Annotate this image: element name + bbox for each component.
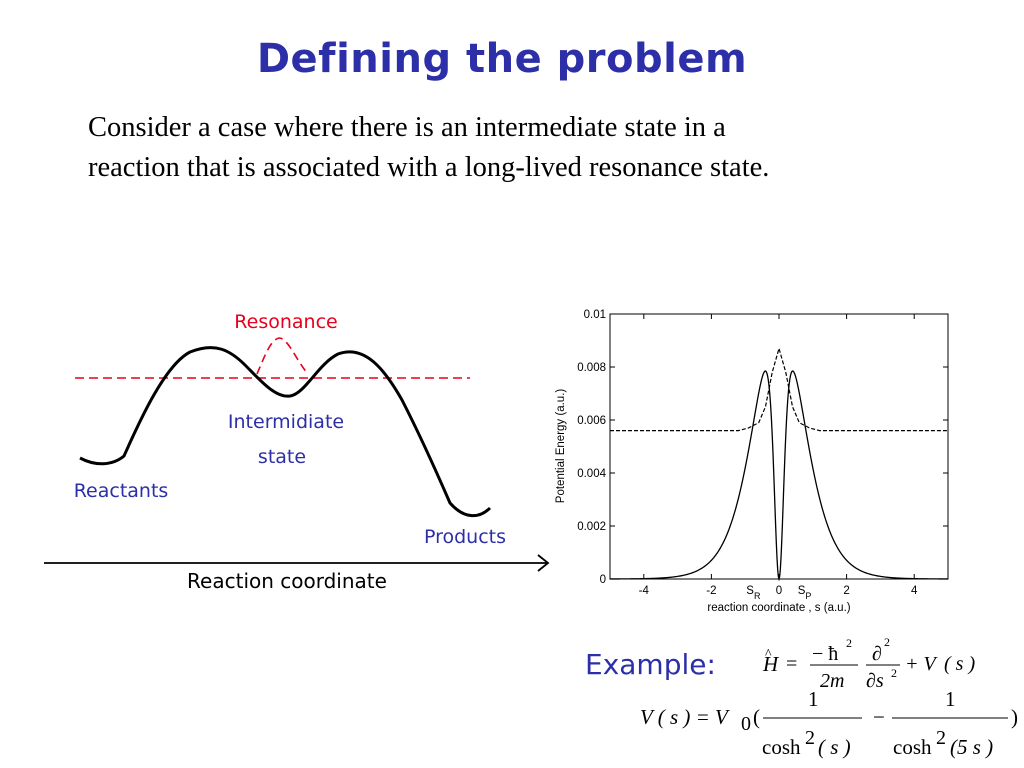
potential-curve [79, 346, 492, 518]
hamiltonian-equation: ^ H = − ħ 2 2m ∂ 2 ∂s 2 + V ( s ) [762, 635, 975, 692]
y-tick-label: 0.008 [577, 362, 606, 374]
eq1-plus-V: + V [905, 653, 938, 675]
eq2-open-paren: ( [753, 705, 760, 729]
eq1-equals: = [786, 653, 797, 675]
x-marker-subscript: R [754, 591, 761, 601]
y-tick-label: 0.004 [577, 468, 606, 480]
y-tick-label: 0.01 [584, 309, 606, 321]
eq1-ds-sq: 2 [891, 666, 897, 680]
y-axis-label: Potential Energy (a.u.) [555, 389, 567, 504]
x-tick-label: 2 [843, 585, 849, 597]
body-text: Consider a case where there is an interm… [88, 108, 968, 188]
x-marker-subscript: P [805, 591, 811, 601]
slide-title: Defining the problem [256, 36, 748, 82]
resonance-curve [256, 337, 309, 375]
example-label: Example: [585, 648, 716, 681]
eq1-2m: 2m [820, 670, 844, 692]
intermediate-label-line2: state [258, 446, 306, 468]
eq1-minus-hbar: − ħ [812, 643, 838, 665]
resonance-label: Resonance [234, 311, 337, 333]
y-tick-label: 0 [600, 574, 606, 586]
eq1-paren-s: ( s ) [944, 653, 975, 675]
axis-arrowhead [537, 554, 550, 572]
plot-frame [609, 313, 949, 580]
eq1-partial-s: ∂s [866, 670, 884, 692]
x-tick-label: -4 [639, 585, 650, 597]
x-axis-label: reaction coordinate , s (a.u.) [707, 602, 850, 614]
eq1-partial-num: ∂ [872, 643, 882, 665]
eq1-partial-sq: 2 [884, 635, 890, 649]
eq1-hbar-sq: 2 [846, 636, 852, 650]
solid-series-line [610, 370, 948, 582]
y-tick-label: 0.002 [577, 521, 606, 533]
eq2-arg2: (5 s ) [950, 735, 993, 759]
dashed-series-line [610, 346, 948, 432]
eq2-num1: 1 [808, 687, 819, 711]
eq2-cosh2: cosh [893, 735, 932, 759]
reactants-label: Reactants [74, 480, 169, 502]
eq1-hat: ^ [765, 647, 772, 662]
x-tick-label: 0 [776, 585, 782, 597]
eq2-arg1: ( s ) [818, 735, 851, 759]
eq2-cosh1-sq: 2 [805, 727, 815, 749]
x-tick-label: -2 [706, 585, 716, 597]
eq2-sub0: 0 [741, 713, 751, 735]
energy-diagram: Resonance Intermidiate state Reactants P… [44, 311, 550, 593]
intermediate-label-line1: Intermidiate [228, 411, 344, 433]
eq2-cosh2-sq: 2 [936, 727, 946, 749]
eq1-H: H [762, 652, 780, 676]
body-line-2: reaction that is associated with a long-… [88, 152, 770, 183]
body-line-1: Consider a case where there is an interm… [88, 112, 726, 143]
eq2-lhs: V ( s ) = V [640, 705, 730, 729]
products-label: Products [424, 526, 506, 548]
potential-energy-plot: 0 0.002 0.004 0.006 0.008 0.01 -4 -2 0 2 4 SR SP r… [555, 309, 949, 614]
reaction-coordinate-label: Reaction coordinate [187, 569, 387, 593]
y-tick-label: 0.006 [577, 415, 606, 427]
eq2-num2: 1 [945, 687, 956, 711]
eq2-cosh1: cosh [762, 735, 801, 759]
x-tick-label: 4 [911, 585, 918, 597]
x-marker-label: SP [798, 585, 812, 601]
eq2-minus: − [873, 705, 885, 729]
x-marker-label: SR [746, 585, 761, 601]
potential-equation: V ( s ) = V 0 ( 1 cosh 2 ( s ) − 1 cosh … [640, 687, 1018, 759]
eq2-close-paren: ) [1011, 705, 1018, 729]
